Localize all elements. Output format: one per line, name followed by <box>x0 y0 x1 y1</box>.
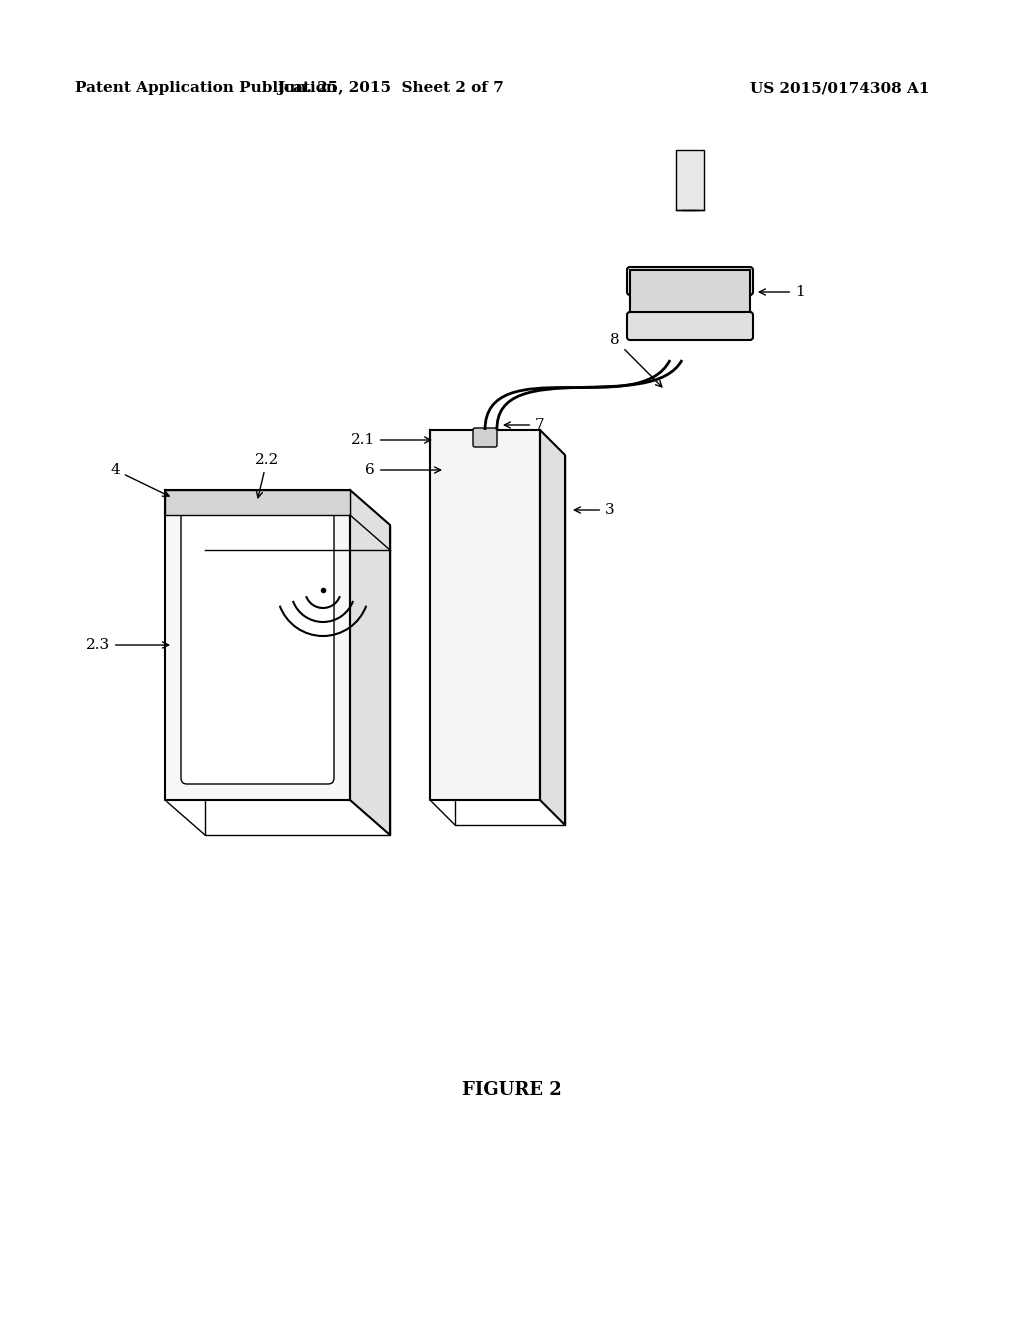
FancyBboxPatch shape <box>627 312 753 341</box>
Text: 2.3: 2.3 <box>86 638 169 652</box>
Text: 4: 4 <box>111 463 169 496</box>
Text: 8: 8 <box>610 333 662 387</box>
Text: 7: 7 <box>505 418 545 432</box>
Polygon shape <box>165 490 350 800</box>
Bar <box>630 271 750 315</box>
Text: US 2015/0174308 A1: US 2015/0174308 A1 <box>750 81 930 95</box>
FancyBboxPatch shape <box>627 267 753 294</box>
Polygon shape <box>350 490 390 836</box>
Text: 3: 3 <box>574 503 614 517</box>
Text: 2.2: 2.2 <box>255 453 280 498</box>
Polygon shape <box>430 430 540 800</box>
Text: 1: 1 <box>760 285 805 300</box>
Text: Patent Application Publication: Patent Application Publication <box>75 81 337 95</box>
Bar <box>165 490 350 515</box>
FancyBboxPatch shape <box>473 428 497 447</box>
FancyBboxPatch shape <box>181 506 334 784</box>
Text: Jun. 25, 2015  Sheet 2 of 7: Jun. 25, 2015 Sheet 2 of 7 <box>276 81 504 95</box>
Text: FIGURE 2: FIGURE 2 <box>462 1081 562 1100</box>
Bar <box>676 150 705 210</box>
Text: 6: 6 <box>366 463 440 477</box>
Text: 2.1: 2.1 <box>351 433 431 447</box>
Polygon shape <box>540 430 565 825</box>
